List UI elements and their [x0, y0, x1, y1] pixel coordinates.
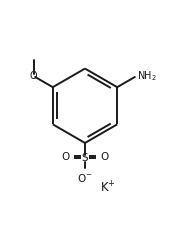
Text: K$^{+}$: K$^{+}$ — [100, 180, 116, 195]
Text: O: O — [100, 152, 108, 162]
Text: O: O — [30, 71, 38, 81]
Text: O: O — [62, 152, 70, 162]
Text: NH$_2$: NH$_2$ — [137, 69, 157, 83]
Text: O$^{-}$: O$^{-}$ — [77, 172, 93, 184]
Text: S: S — [82, 153, 88, 163]
